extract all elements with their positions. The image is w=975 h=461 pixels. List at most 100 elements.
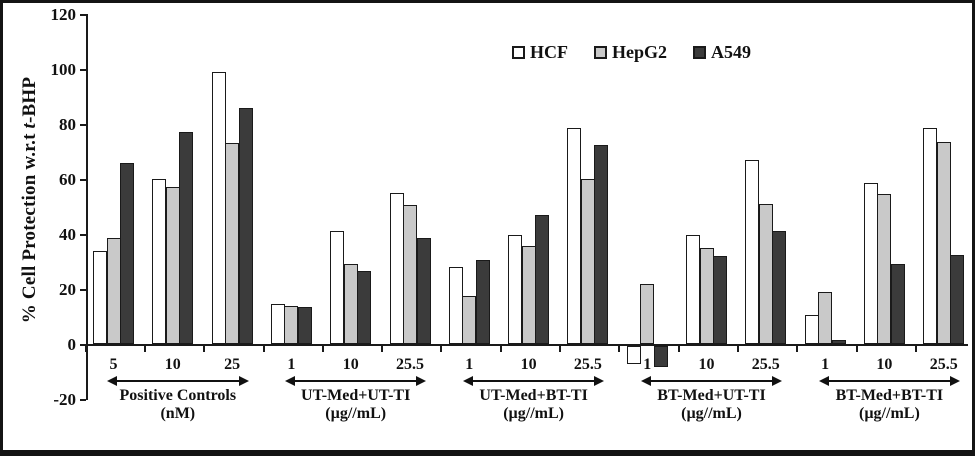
bar-hepg2-bt-med-bt-ti-25.5: [936, 141, 951, 344]
y-axis-line: [86, 14, 88, 400]
y-tick-label: 100: [50, 60, 77, 79]
y-tick-label: 20: [59, 280, 76, 299]
bar-hcf-ut-med-bt-ti-25.5: [567, 128, 582, 344]
x-tick-label: 5: [109, 356, 118, 373]
x-tick-mark: [321, 346, 324, 352]
bar-a549-bt-med-bt-ti-1: [831, 339, 846, 344]
bar-hepg2-bt-med-ut-ti-25.5: [758, 203, 773, 344]
bar-a549-bt-med-ut-ti-1: [653, 346, 668, 367]
group-unit-label: (nM): [160, 405, 196, 422]
bar-hepg2-ut-med-ut-ti-25.5: [403, 205, 417, 344]
legend-text-hcf: HCF: [530, 42, 568, 62]
group-label: BT-Med+BT-TI: [835, 387, 944, 404]
x-tick-label: 10: [698, 356, 715, 373]
y-tick-mark: [80, 179, 86, 181]
bar-hcf-positive-controls-10: [152, 179, 167, 344]
bar-a549-ut-med-bt-ti-10: [535, 214, 550, 344]
x-tick-mark: [677, 346, 680, 352]
x-tick-mark: [143, 346, 146, 352]
x-tick-mark: [262, 346, 265, 352]
bar-a549-ut-med-ut-ti-1: [297, 306, 312, 344]
bar-hcf-ut-med-bt-ti-10: [508, 235, 523, 344]
bar-hepg2-positive-controls-5: [106, 238, 121, 344]
group-range-arrow: [818, 376, 960, 386]
bar-hcf-bt-med-bt-ti-1: [804, 315, 819, 344]
group-unit-label: (µg//mL): [681, 405, 742, 422]
group-label: Positive Controls: [119, 387, 237, 404]
bar-hcf-bt-med-ut-ti-10: [686, 235, 700, 344]
group-unit-label: (µg//mL): [859, 405, 920, 422]
x-tick-label: 1: [287, 356, 296, 373]
y-tick-mark: [80, 14, 86, 16]
legend-marker-a549: [693, 46, 707, 59]
y-tick-mark: [80, 344, 86, 346]
x-tick-label: 25.5: [573, 356, 602, 373]
y-tick-mark: [80, 69, 86, 71]
bar-hcf-positive-controls-25: [211, 71, 226, 344]
legend-item-hepg2: HepG2: [594, 42, 667, 63]
legend-marker-hepg2: [594, 46, 607, 59]
y-tick-label: -20: [53, 390, 76, 409]
bar-a549-ut-med-bt-ti-1: [475, 260, 490, 344]
bar-hcf-ut-med-bt-ti-1: [448, 267, 463, 344]
y-tick-mark: [80, 234, 86, 236]
group-label: BT-Med+UT-TI: [657, 387, 766, 404]
x-tick-label: 10: [164, 356, 181, 373]
group-label: UT-Med+UT-TI: [301, 387, 411, 404]
legend-item-hcf: HCF: [512, 42, 568, 63]
y-tick-mark: [80, 399, 86, 401]
x-tick-mark: [855, 346, 858, 352]
x-tick-mark: [559, 346, 561, 352]
y-tick-label: 40: [59, 225, 76, 244]
x-tick-mark: [381, 346, 384, 352]
bar-hepg2-bt-med-ut-ti-10: [699, 247, 714, 344]
bar-a549-bt-med-bt-ti-10: [890, 264, 905, 344]
y-tick-label: 80: [59, 115, 76, 134]
bar-hcf-positive-controls-5: [93, 250, 107, 344]
bar-hepg2-ut-med-ut-ti-1: [284, 305, 299, 344]
x-tick-label: 10: [342, 356, 359, 373]
legend-text-a549: A549: [711, 42, 752, 62]
bar-hcf-bt-med-ut-ti-1: [626, 346, 641, 364]
bar-a549-positive-controls-25: [238, 107, 253, 344]
x-tick-mark: [84, 346, 87, 352]
bar-hepg2-ut-med-bt-ti-10: [521, 246, 536, 344]
y-tick-label: 120: [50, 5, 77, 24]
group-range-arrow: [107, 376, 249, 386]
bar-a549-ut-med-bt-ti-25.5: [594, 144, 609, 344]
x-tick-mark: [618, 346, 621, 352]
bar-hepg2-bt-med-ut-ti-1: [640, 283, 655, 344]
bar-a549-bt-med-ut-ti-10: [713, 256, 727, 344]
x-tick-label: 25.5: [396, 356, 424, 373]
x-tick-mark: [203, 346, 206, 352]
x-tick-label: 10: [876, 356, 893, 373]
y-tick-label: 0: [67, 335, 77, 354]
bar-hepg2-ut-med-bt-ti-1: [462, 295, 477, 344]
group-range-arrow: [640, 376, 782, 386]
group-range-arrow: [284, 376, 427, 386]
x-axis-line: [86, 344, 968, 346]
group-range-arrow: [462, 376, 604, 386]
x-tick-label: 10: [520, 356, 537, 373]
x-tick-mark: [440, 346, 443, 352]
bar-hcf-ut-med-ut-ti-25.5: [389, 192, 404, 344]
legend-marker-hcf: [512, 46, 525, 59]
x-tick-label: 1: [465, 356, 474, 373]
x-tick-mark: [796, 346, 799, 352]
bar-hcf-bt-med-bt-ti-10: [863, 183, 878, 344]
group-unit-label: (µg//mL): [325, 405, 387, 422]
bar-a549-ut-med-ut-ti-25.5: [416, 238, 431, 344]
bar-hepg2-positive-controls-10: [165, 187, 180, 344]
bar-a549-positive-controls-5: [120, 162, 134, 344]
legend-item-a549: A549: [693, 42, 751, 63]
bar-hcf-ut-med-ut-ti-1: [270, 304, 285, 344]
bar-hcf-bt-med-ut-ti-25.5: [745, 159, 760, 344]
bar-a549-bt-med-bt-ti-25.5: [950, 254, 965, 344]
bar-hepg2-positive-controls-25: [225, 143, 240, 344]
bar-hepg2-ut-med-bt-ti-25.5: [580, 179, 595, 344]
bar-hcf-bt-med-bt-ti-25.5: [923, 128, 938, 344]
x-tick-label: 25.5: [929, 356, 958, 373]
group-label: UT-Med+BT-TI: [479, 387, 588, 404]
x-tick-label: 1: [821, 356, 830, 373]
